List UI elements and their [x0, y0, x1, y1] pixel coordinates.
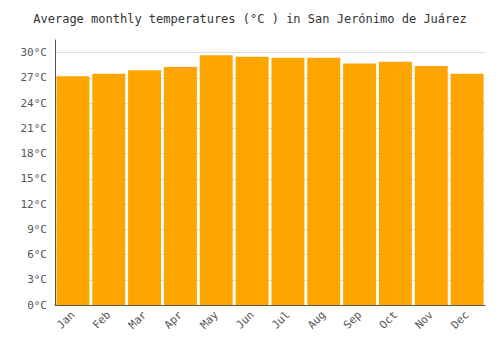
svg-text:6°C: 6°C	[27, 248, 47, 261]
svg-text:9°C: 9°C	[27, 223, 47, 236]
svg-text:24°C: 24°C	[21, 97, 48, 110]
svg-text:3°C: 3°C	[27, 273, 47, 286]
svg-text:Nov: Nov	[413, 308, 436, 331]
svg-text:Oct: Oct	[377, 308, 400, 331]
svg-text:27°C: 27°C	[21, 71, 48, 84]
svg-text:May: May	[198, 308, 221, 331]
svg-text:Jul: Jul	[269, 308, 292, 331]
svg-text:Dec: Dec	[448, 308, 471, 331]
svg-text:Mar: Mar	[126, 308, 149, 331]
svg-text:30°C: 30°C	[21, 46, 48, 59]
svg-text:18°C: 18°C	[21, 147, 48, 160]
svg-text:Aug: Aug	[305, 308, 328, 331]
svg-text:Feb: Feb	[90, 308, 113, 331]
svg-text:Sep: Sep	[341, 308, 364, 331]
svg-text:Apr: Apr	[162, 308, 185, 331]
svg-text:Average monthly temperatures (: Average monthly temperatures (°C ) in Sa…	[33, 12, 466, 26]
svg-text:0°C: 0°C	[27, 299, 47, 312]
svg-text:Jan: Jan	[54, 308, 77, 331]
svg-text:12°C: 12°C	[21, 198, 48, 211]
svg-text:Jun: Jun	[233, 308, 256, 331]
svg-text:15°C: 15°C	[21, 172, 48, 185]
svg-text:21°C: 21°C	[21, 122, 48, 135]
